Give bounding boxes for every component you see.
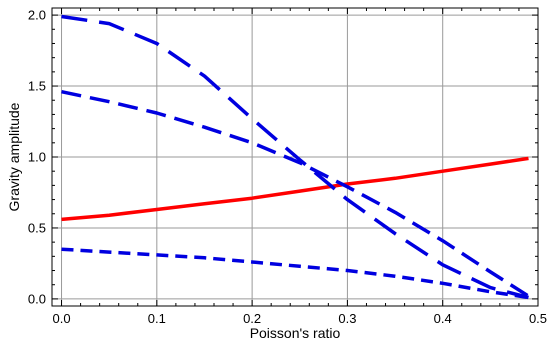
series-group xyxy=(61,14,530,300)
x-tick-label: 0.0 xyxy=(52,311,70,326)
series-line-2 xyxy=(61,14,529,300)
x-tick-label: 0.5 xyxy=(529,311,547,326)
y-tick-label: 0.5 xyxy=(28,220,46,235)
series-line-4 xyxy=(61,247,529,300)
y-tick-label: 1.5 xyxy=(28,79,46,94)
y-axis-label: Gravity amplitude xyxy=(6,102,22,211)
y-tick-label: 1.0 xyxy=(28,150,46,165)
y-tick-label: 0.0 xyxy=(28,291,46,306)
tick-marks xyxy=(52,8,539,306)
x-tick-label: 0.1 xyxy=(148,311,166,326)
x-tick-label: 0.4 xyxy=(434,311,452,326)
x-tick-labels: 0.0 0.1 0.2 0.3 0.4 0.5 xyxy=(52,311,547,326)
y-tick-label: 2.0 xyxy=(28,8,46,23)
x-tick-label: 0.2 xyxy=(243,311,261,326)
series-line-3 xyxy=(61,89,530,298)
x-tick-label: 0.3 xyxy=(338,311,356,326)
x-axis-label: Poisson's ratio xyxy=(250,325,341,341)
series-line-1 xyxy=(61,156,529,222)
y-tick-labels: 0.0 0.5 1.0 1.5 2.0 xyxy=(28,8,46,307)
